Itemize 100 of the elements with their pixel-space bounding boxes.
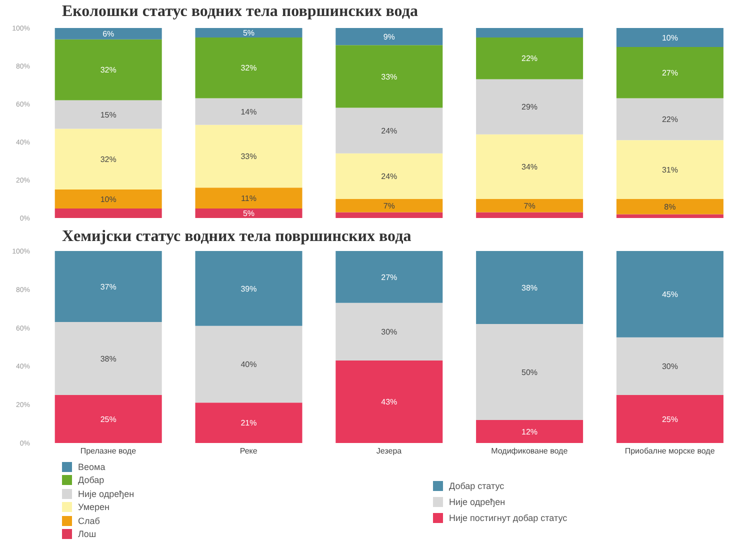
bar xyxy=(54,190,162,208)
data-label: 43% xyxy=(381,398,398,407)
data-label: 7% xyxy=(383,201,395,210)
bar xyxy=(476,324,584,420)
bar xyxy=(336,212,443,218)
data-label: 31% xyxy=(662,165,678,174)
bar xyxy=(616,140,724,199)
bar xyxy=(336,28,443,46)
bar xyxy=(336,153,443,199)
data-label: 6% xyxy=(102,30,114,39)
legend-label: Није одређен xyxy=(78,488,134,499)
bar xyxy=(195,38,302,98)
bar xyxy=(616,28,724,47)
data-label: 5% xyxy=(242,28,255,38)
data-label: 33% xyxy=(240,152,257,162)
bar xyxy=(476,28,584,38)
bar xyxy=(54,28,162,40)
bar xyxy=(336,302,443,360)
bar xyxy=(54,251,162,322)
bar xyxy=(336,360,443,443)
bar xyxy=(616,251,724,338)
bar xyxy=(616,214,724,218)
legend-label: Није одређен xyxy=(449,497,506,507)
data-label: 32% xyxy=(240,64,257,73)
bar xyxy=(195,402,302,443)
data-label: 14% xyxy=(240,107,257,116)
bar xyxy=(195,28,302,38)
bar xyxy=(195,124,302,188)
data-label: 39% xyxy=(240,284,257,294)
bar xyxy=(476,420,584,443)
data-label: 27% xyxy=(381,272,398,282)
bar xyxy=(616,98,724,140)
data-label: 34% xyxy=(522,162,538,172)
data-label: 5% xyxy=(242,209,255,218)
legend-label: Веома xyxy=(78,462,106,472)
data-label: 27% xyxy=(662,68,678,78)
bar xyxy=(54,208,162,218)
data-label: 9% xyxy=(383,32,395,42)
x-tick-label: Прелазне воде xyxy=(80,446,137,456)
data-label: 29% xyxy=(522,102,538,112)
bar xyxy=(476,79,584,134)
data-label: 38% xyxy=(522,283,538,292)
x-tick-label: Реке xyxy=(240,446,258,456)
data-label: 33% xyxy=(381,72,398,82)
data-label: 15% xyxy=(100,110,116,120)
data-label: 45% xyxy=(662,290,678,300)
data-label: 50% xyxy=(522,368,538,377)
data-label: 40% xyxy=(240,360,257,370)
bar xyxy=(195,188,302,208)
bar xyxy=(195,98,302,125)
data-label: 24% xyxy=(381,172,398,182)
bar xyxy=(195,208,302,218)
legend-label: Није постигнут добар статус xyxy=(449,513,568,523)
bar xyxy=(54,39,162,100)
data-label: 8% xyxy=(664,202,676,212)
x-tick-label: Приобалне морске воде xyxy=(624,446,716,456)
data-label: 21% xyxy=(240,418,257,428)
bar xyxy=(476,134,584,199)
data-label: 11% xyxy=(241,194,256,203)
data-label: 22% xyxy=(662,115,678,124)
bar xyxy=(336,108,443,154)
bar xyxy=(616,47,724,98)
bar xyxy=(336,251,443,303)
bar xyxy=(54,395,162,443)
legend-label: Умерен xyxy=(78,502,110,512)
bar xyxy=(476,38,584,80)
data-label: 24% xyxy=(381,126,398,136)
data-label: 30% xyxy=(662,362,678,372)
data-label: 12% xyxy=(522,427,538,436)
bar xyxy=(336,199,443,212)
bar xyxy=(336,45,443,108)
bar xyxy=(195,326,302,403)
data-label: 22% xyxy=(522,54,538,64)
data-label: 32% xyxy=(100,66,116,75)
data-label: 7% xyxy=(524,201,536,210)
chart-title: Еколошки статус водних тела површинских вода xyxy=(62,3,418,21)
bar xyxy=(476,199,584,212)
bar xyxy=(54,322,162,395)
bar xyxy=(54,100,162,129)
data-label: 10% xyxy=(100,194,116,204)
x-tick-label: Језера xyxy=(376,446,402,456)
data-label: 32% xyxy=(100,154,116,164)
data-label: 25% xyxy=(100,414,116,424)
data-label: 38% xyxy=(100,354,116,364)
bar xyxy=(476,251,584,324)
data-label: 37% xyxy=(100,282,116,292)
legend-label: Добар статус xyxy=(449,481,504,491)
bar xyxy=(476,212,584,218)
bar xyxy=(54,128,162,190)
bar xyxy=(616,199,724,214)
bar xyxy=(616,337,724,395)
bar xyxy=(616,395,724,443)
legend-label: Слаб xyxy=(78,516,100,526)
chart-title: Хемијски статус водних тела површинских вода xyxy=(62,228,412,246)
bar xyxy=(195,251,302,326)
legend-label: Добар xyxy=(78,475,104,486)
legend-label: Лош xyxy=(78,529,96,540)
x-tick-label: Модификоване воде xyxy=(491,446,568,456)
data-label: 30% xyxy=(381,327,398,336)
data-label: 25% xyxy=(662,414,678,424)
